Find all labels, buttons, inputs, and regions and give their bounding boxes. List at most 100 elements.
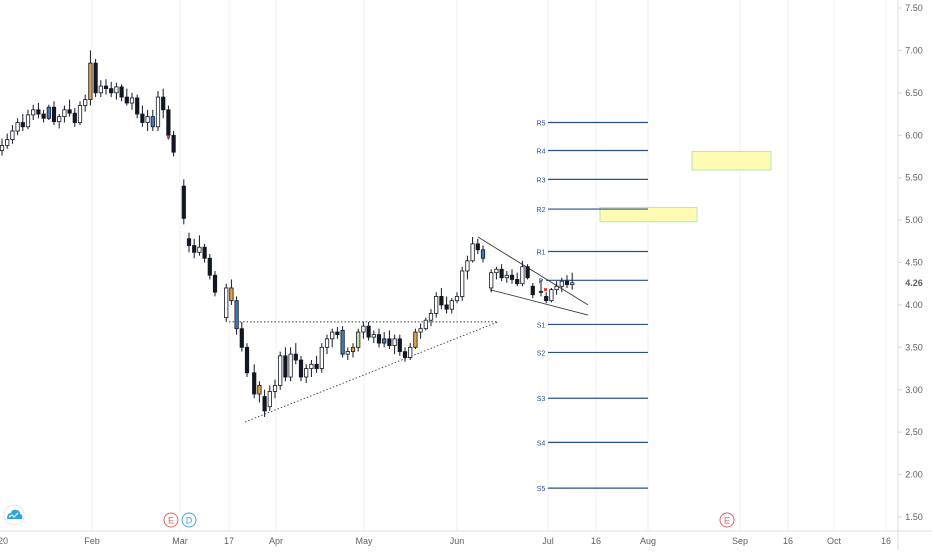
- candle[interactable]: [397, 334, 402, 356]
- candle[interactable]: [392, 334, 397, 355]
- candle[interactable]: [298, 355, 304, 382]
- candle[interactable]: [207, 254, 212, 280]
- candle[interactable]: [57, 114, 62, 129]
- candle[interactable]: [77, 101, 83, 126]
- candle[interactable]: [88, 50, 93, 106]
- candle[interactable]: [314, 355, 319, 373]
- candle[interactable]: [304, 364, 309, 383]
- candle[interactable]: [186, 232, 192, 253]
- candle[interactable]: [356, 328, 361, 352]
- candle[interactable]: [489, 269, 494, 293]
- candle[interactable]: [559, 277, 564, 293]
- candle[interactable]: [224, 283, 229, 322]
- candle[interactable]: [549, 287, 554, 303]
- candle[interactable]: [244, 343, 250, 378]
- candle[interactable]: [212, 270, 218, 297]
- candle[interactable]: [252, 364, 257, 399]
- candle[interactable]: [202, 243, 207, 263]
- candle[interactable]: [434, 292, 439, 318]
- candle[interactable]: [98, 80, 103, 98]
- candle[interactable]: [499, 264, 504, 282]
- candle[interactable]: [145, 109, 150, 132]
- candle[interactable]: [475, 238, 480, 255]
- candle[interactable]: [93, 58, 98, 98]
- candle[interactable]: [150, 109, 155, 132]
- candle[interactable]: [51, 101, 57, 126]
- candle[interactable]: [413, 328, 418, 350]
- candle[interactable]: [494, 266, 499, 280]
- earnings-badge[interactable]: E: [719, 512, 735, 528]
- candle[interactable]: [72, 108, 77, 127]
- candle[interactable]: [449, 298, 454, 314]
- candle[interactable]: [46, 104, 51, 120]
- candle[interactable]: [20, 114, 25, 132]
- candle[interactable]: [62, 105, 67, 123]
- candle[interactable]: [418, 323, 423, 339]
- candle[interactable]: [423, 317, 428, 331]
- candle[interactable]: [114, 82, 119, 100]
- candle[interactable]: [166, 105, 171, 140]
- candle[interactable]: [382, 332, 387, 348]
- candle[interactable]: [181, 179, 186, 225]
- candle[interactable]: [309, 360, 314, 378]
- candle[interactable]: [439, 287, 444, 310]
- candle[interactable]: [278, 351, 283, 390]
- candle[interactable]: [335, 326, 340, 339]
- candle[interactable]: [324, 334, 330, 355]
- candle[interactable]: [197, 235, 202, 256]
- candle[interactable]: [544, 292, 549, 304]
- candle[interactable]: [262, 389, 267, 417]
- candle[interactable]: [229, 279, 234, 305]
- candle[interactable]: [31, 104, 36, 120]
- candle[interactable]: [480, 245, 486, 263]
- candle[interactable]: [293, 343, 298, 365]
- candle[interactable]: [272, 379, 278, 399]
- candle[interactable]: [135, 94, 140, 119]
- candle[interactable]: [239, 321, 244, 352]
- candle[interactable]: [267, 385, 272, 411]
- candle[interactable]: [460, 266, 465, 301]
- candle[interactable]: [376, 328, 382, 348]
- candle[interactable]: [330, 328, 335, 348]
- candle[interactable]: [564, 275, 570, 288]
- candle[interactable]: [340, 326, 345, 358]
- candle[interactable]: [428, 309, 434, 327]
- candle[interactable]: [509, 269, 515, 284]
- candle[interactable]: [155, 91, 161, 132]
- candle[interactable]: [408, 343, 413, 361]
- candle[interactable]: [171, 131, 176, 157]
- candle[interactable]: [119, 84, 124, 102]
- candle[interactable]: [25, 109, 31, 130]
- candle[interactable]: [0, 138, 5, 156]
- candle[interactable]: [345, 347, 350, 361]
- candle[interactable]: [361, 321, 366, 339]
- dividend-badge[interactable]: D: [181, 512, 197, 528]
- candle[interactable]: [288, 347, 293, 382]
- candle[interactable]: [520, 260, 525, 287]
- candle[interactable]: [366, 321, 371, 341]
- candle[interactable]: [67, 99, 72, 117]
- candle[interactable]: [109, 81, 114, 98]
- candle[interactable]: [234, 296, 239, 335]
- candle[interactable]: [570, 272, 575, 290]
- candle[interactable]: [454, 292, 460, 304]
- candle[interactable]: [530, 282, 535, 299]
- candle[interactable]: [140, 105, 145, 127]
- candle[interactable]: [15, 118, 20, 136]
- candle[interactable]: [554, 281, 559, 295]
- candle[interactable]: [350, 343, 356, 358]
- candle[interactable]: [515, 272, 520, 287]
- candle[interactable]: [41, 109, 46, 123]
- candle[interactable]: [83, 94, 88, 112]
- candle[interactable]: [371, 330, 376, 344]
- candle[interactable]: [283, 347, 288, 382]
- candle[interactable]: [504, 270, 509, 283]
- earnings-badge[interactable]: E: [163, 512, 179, 528]
- candle[interactable]: [387, 330, 392, 350]
- candle[interactable]: [465, 255, 470, 280]
- candle[interactable]: [10, 125, 15, 144]
- candle[interactable]: [192, 238, 197, 259]
- candle[interactable]: [444, 296, 449, 314]
